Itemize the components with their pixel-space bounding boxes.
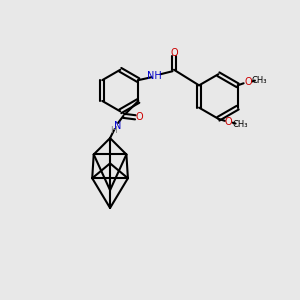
Text: O: O [244,77,252,87]
Text: CH₃: CH₃ [232,120,248,129]
Text: H: H [110,126,116,135]
Text: CH₃: CH₃ [251,76,267,85]
Text: O: O [225,117,232,127]
Text: N: N [114,121,122,131]
Text: O: O [136,112,144,122]
Text: NH: NH [147,71,162,81]
Text: O: O [170,48,178,59]
